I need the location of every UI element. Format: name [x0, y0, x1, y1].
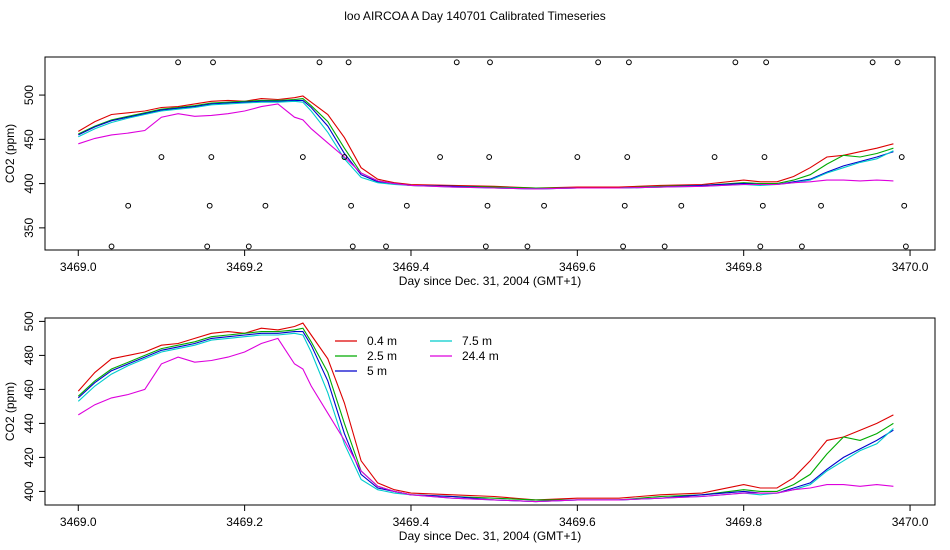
- x-tick-label: 3469.4: [393, 260, 430, 274]
- y-tick-label: 440: [22, 413, 36, 433]
- data-point: [574, 154, 581, 160]
- data-point: [732, 59, 739, 66]
- data-point: [898, 154, 905, 160]
- data-point: [759, 202, 766, 209]
- panel-bottom: 3469.0 3469.2 3469.4 3469.6 3469.8 3470.0 Day …: [3, 311, 936, 543]
- data-point: [108, 243, 115, 250]
- y-tick-label: 450: [22, 129, 36, 149]
- x-tick-label: 3469.4: [393, 515, 430, 529]
- plot-area: [77, 322, 894, 503]
- data-point: [486, 154, 493, 160]
- data-point: [206, 202, 213, 209]
- data-point: [894, 59, 901, 66]
- data-point: [484, 202, 491, 209]
- y-tick-label: 420: [22, 447, 36, 467]
- data-point: [595, 59, 602, 66]
- legend: 0.4 m2.5 m5 m 7.5 m24.4 m: [335, 334, 499, 378]
- x-tick-label: 3470.0: [892, 515, 929, 529]
- legend-label: 24.4 m: [462, 349, 499, 363]
- data-point: [262, 202, 269, 209]
- series-line: [78, 103, 894, 190]
- data-point: [621, 202, 628, 209]
- data-point: [482, 243, 489, 250]
- x-axis-label: Day since Dec. 31, 2004 (GMT+1): [399, 274, 581, 288]
- x-tick-label: 3469.0: [60, 515, 97, 529]
- legend-label: 7.5 m: [462, 334, 492, 348]
- legend-label: 2.5 m: [367, 349, 397, 363]
- legend-label: 5 m: [367, 364, 387, 378]
- series-line: [78, 337, 894, 503]
- y-axis-label: CO2 (ppm): [3, 382, 17, 441]
- data-point: [620, 243, 626, 250]
- data-point: [711, 154, 718, 160]
- data-point: [316, 59, 323, 66]
- data-point: [869, 59, 876, 66]
- chart-title: loo AIRCOA A Day 140701 Calibrated Times…: [344, 9, 605, 23]
- plot-frame: [44, 317, 936, 506]
- x-tick-label: 3469.6: [559, 515, 596, 529]
- data-point: [175, 59, 181, 66]
- data-point: [437, 154, 443, 160]
- x-tick-label: 3469.8: [725, 515, 762, 529]
- series-line: [78, 98, 894, 189]
- data-point: [204, 243, 211, 250]
- x-tick-label: 3469.2: [226, 260, 263, 274]
- plot-frame: [44, 56, 936, 251]
- data-point: [125, 202, 132, 209]
- x-tick-label: 3469.0: [60, 260, 97, 274]
- x-axis-label: Day since Dec. 31, 2004 (GMT+1): [399, 529, 581, 543]
- x-tick-label: 3469.6: [559, 260, 596, 274]
- data-point: [341, 154, 348, 160]
- data-point: [541, 202, 547, 209]
- data-point: [245, 243, 252, 250]
- data-point: [624, 154, 631, 160]
- data-point: [524, 243, 531, 250]
- data-point: [349, 243, 356, 250]
- y-tick-label: 400: [22, 173, 36, 193]
- data-point: [626, 59, 632, 66]
- data-point: [208, 154, 215, 160]
- y-axis-label: CO2 (ppm): [3, 124, 17, 183]
- data-point: [763, 59, 770, 66]
- data-point: [902, 243, 909, 250]
- data-point: [210, 59, 216, 66]
- y-tick-label: 480: [22, 345, 36, 365]
- x-tick-label: 3470.0: [892, 260, 929, 274]
- data-point: [661, 243, 668, 250]
- y-tick-label: 460: [22, 379, 36, 399]
- legend-label: 0.4 m: [367, 334, 397, 348]
- series-line: [77, 322, 894, 501]
- data-point: [799, 243, 805, 250]
- series-line: [78, 95, 894, 189]
- series-line: [77, 331, 894, 503]
- plot-area: [78, 59, 909, 250]
- x-tick-label: 3469.2: [226, 515, 263, 529]
- data-point: [761, 154, 768, 160]
- data-point: [487, 59, 493, 66]
- data-point: [299, 154, 306, 160]
- series-line: [78, 100, 894, 190]
- data-point: [345, 59, 352, 66]
- x-tick-label: 3469.8: [725, 260, 762, 274]
- data-point: [403, 202, 410, 209]
- data-point: [158, 154, 165, 160]
- data-point: [757, 243, 764, 250]
- data-point: [348, 202, 354, 209]
- y-tick-label: 500: [22, 85, 36, 105]
- data-point: [383, 243, 389, 250]
- series-line: [78, 99, 894, 190]
- y-tick-label: 400: [22, 481, 36, 501]
- data-point: [678, 202, 685, 209]
- panel-top: 3469.0 3469.2 3469.4 3469.6 3469.8 3470.0 Day …: [3, 56, 936, 288]
- data-point: [901, 202, 908, 209]
- data-point: [818, 202, 824, 209]
- y-tick-label: 350: [22, 218, 36, 238]
- data-point: [453, 59, 460, 66]
- y-tick-label: 500: [22, 311, 36, 331]
